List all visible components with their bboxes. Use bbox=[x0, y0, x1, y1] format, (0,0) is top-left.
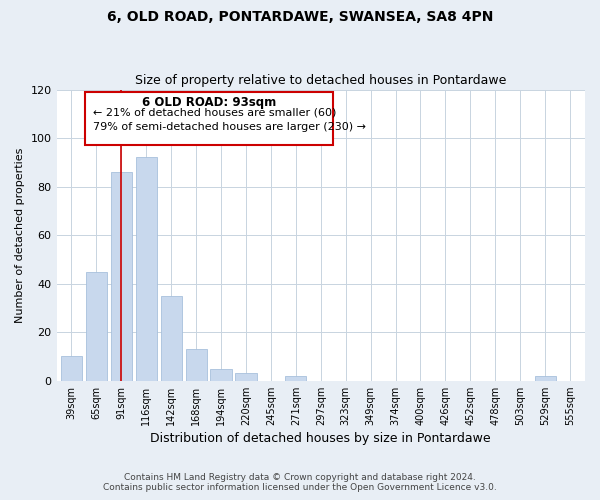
Title: Size of property relative to detached houses in Pontardawe: Size of property relative to detached ho… bbox=[135, 74, 506, 87]
Text: 79% of semi-detached houses are larger (230) →: 79% of semi-detached houses are larger (… bbox=[92, 122, 365, 132]
Text: Contains HM Land Registry data © Crown copyright and database right 2024.
Contai: Contains HM Land Registry data © Crown c… bbox=[103, 473, 497, 492]
Bar bbox=[61, 356, 82, 380]
FancyBboxPatch shape bbox=[85, 92, 333, 146]
Text: 6 OLD ROAD: 93sqm: 6 OLD ROAD: 93sqm bbox=[142, 96, 277, 108]
Text: 6, OLD ROAD, PONTARDAWE, SWANSEA, SA8 4PN: 6, OLD ROAD, PONTARDAWE, SWANSEA, SA8 4P… bbox=[107, 10, 493, 24]
Bar bbox=[86, 272, 107, 380]
Bar bbox=[535, 376, 556, 380]
Bar bbox=[185, 349, 207, 380]
Text: ← 21% of detached houses are smaller (60): ← 21% of detached houses are smaller (60… bbox=[92, 108, 336, 118]
Bar bbox=[136, 158, 157, 380]
Bar bbox=[285, 376, 307, 380]
Bar bbox=[161, 296, 182, 380]
Bar bbox=[235, 374, 257, 380]
Bar bbox=[211, 368, 232, 380]
Bar bbox=[111, 172, 132, 380]
X-axis label: Distribution of detached houses by size in Pontardawe: Distribution of detached houses by size … bbox=[151, 432, 491, 445]
Y-axis label: Number of detached properties: Number of detached properties bbox=[15, 148, 25, 323]
